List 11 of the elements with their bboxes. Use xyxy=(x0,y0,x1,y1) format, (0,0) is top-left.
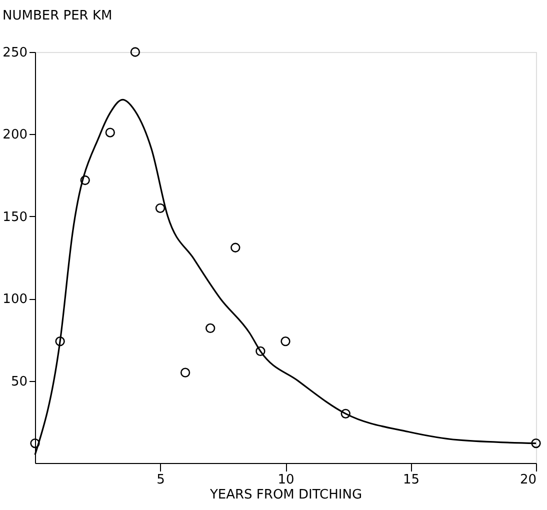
y-axis-title: NUMBER PER KM xyxy=(2,8,112,24)
x-tick-label: 10 xyxy=(278,472,294,488)
x-tick-label: 15 xyxy=(402,472,420,488)
x-axis-title: YEARS FROM DITCHING xyxy=(208,488,362,502)
x-tick-label: 5 xyxy=(156,472,165,488)
y-tick-label: 250 xyxy=(2,46,28,60)
y-tick-label: 50 xyxy=(10,374,28,390)
y-tick-label: 200 xyxy=(2,128,28,143)
x-tick-label: 20 xyxy=(520,472,536,488)
y-tick-label: 100 xyxy=(2,292,28,308)
y-tick-label: 150 xyxy=(2,210,28,225)
